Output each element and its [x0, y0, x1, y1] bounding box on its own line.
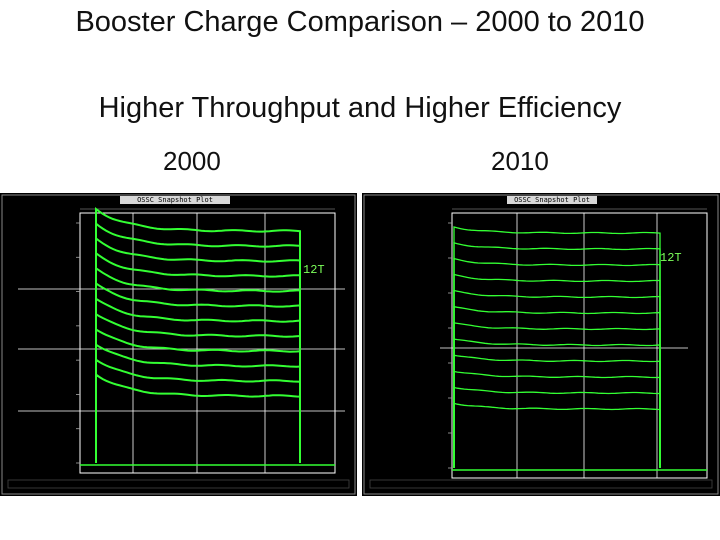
charge-trace: [453, 273, 661, 468]
charge-trace: [453, 226, 661, 468]
window-frame: [363, 194, 719, 495]
scope-screenshot-2010: OSSC Snapshot Plot 12T: [362, 193, 720, 496]
charge-trace: [95, 373, 301, 463]
charge-trace: [95, 236, 301, 463]
charge-trace: [95, 313, 301, 463]
charge-trace: [453, 322, 661, 468]
charge-trace: [95, 343, 301, 463]
charge-trace: [95, 251, 301, 463]
footer-bar: [369, 479, 713, 489]
charge-trace: [95, 328, 301, 463]
charge-trace: [453, 257, 661, 468]
slide-title: Booster Charge Comparison – 2000 to 2010: [75, 6, 645, 38]
charge-trace: [453, 386, 661, 468]
plot-border: [451, 212, 708, 479]
window-title-2000: OSSC Snapshot Plot: [120, 196, 230, 204]
annotation-12t-2010: 12T: [660, 251, 682, 265]
charge-trace: [95, 266, 301, 463]
scope-screenshot-2000: OSSC Snapshot Plot 12T: [0, 193, 357, 496]
year-label-2000: 2000: [163, 146, 221, 176]
charge-trace: [453, 289, 661, 468]
charge-trace: [453, 354, 661, 468]
charge-trace: [453, 338, 661, 468]
charge-trace: [453, 241, 661, 468]
charge-trace: [95, 221, 301, 463]
footer-bar: [7, 479, 350, 489]
plot-border: [79, 212, 336, 474]
charge-trace: [453, 402, 661, 468]
charge-trace: [95, 281, 301, 463]
charge-trace: [453, 305, 661, 468]
window-title-2010: OSSC Snapshot Plot: [507, 196, 597, 204]
window-frame: [1, 194, 356, 495]
scope-plot-2010: [363, 194, 719, 495]
scope-plot-2000: [1, 194, 356, 495]
slide-subtitle: Higher Throughput and Higher Efficiency: [98, 92, 622, 124]
charge-trace: [95, 206, 301, 463]
charge-trace: [95, 358, 301, 463]
charge-trace: [453, 370, 661, 468]
charge-trace: [95, 297, 301, 463]
annotation-12t-2000: 12T: [303, 263, 325, 277]
year-label-2010: 2010: [491, 146, 549, 176]
